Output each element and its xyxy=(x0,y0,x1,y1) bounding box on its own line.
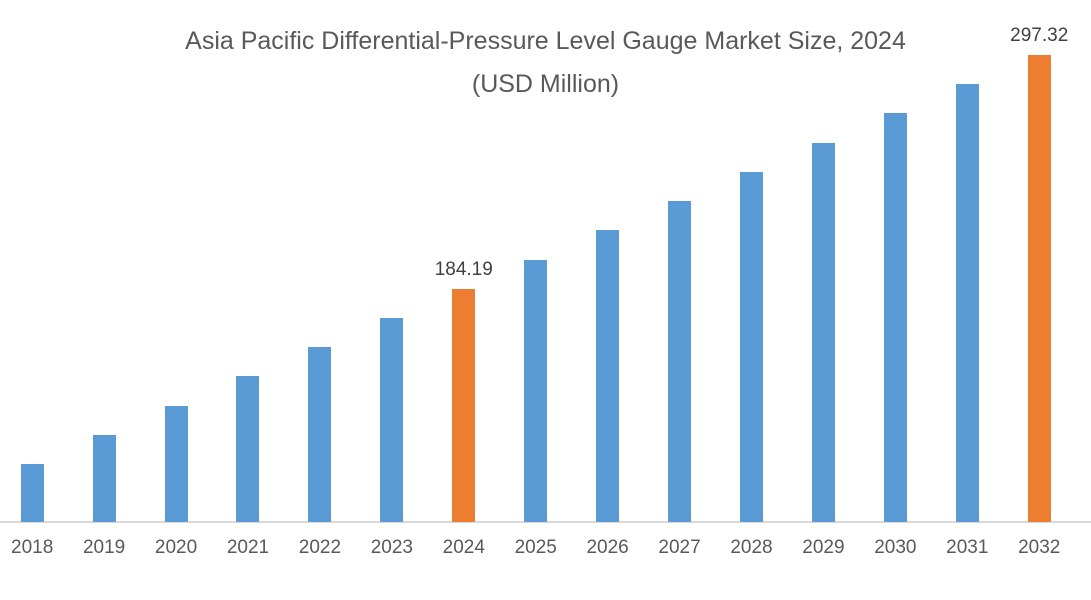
x-axis-label-2030: 2030 xyxy=(874,537,917,558)
bar-2028 xyxy=(740,171,763,522)
x-axis-label-2023: 2023 xyxy=(370,537,413,558)
data-label-2024: 184.19 xyxy=(434,258,493,280)
x-axis-label-2029: 2029 xyxy=(802,537,845,558)
x-axis-label-2031: 2031 xyxy=(946,537,989,558)
bar-2020 xyxy=(164,405,188,522)
data-label-2032: 297.32 xyxy=(1010,25,1069,46)
bar-2018 xyxy=(20,464,44,522)
bar-2021 xyxy=(236,376,260,522)
x-axis-label-2021: 2021 xyxy=(226,537,270,558)
bar-2026 xyxy=(596,230,620,522)
bar-2031 xyxy=(955,84,979,522)
x-axis-label-2028: 2028 xyxy=(730,537,773,558)
bar-2023 xyxy=(380,317,404,522)
x-axis-label-2022: 2022 xyxy=(298,537,342,558)
chart-title: Asia Pacific Differential-Pressure Level… xyxy=(185,27,906,98)
bar-2025 xyxy=(524,259,548,522)
bar-2030 xyxy=(883,113,907,522)
bar-2029 xyxy=(811,142,835,522)
x-axis-label-2024: 2024 xyxy=(442,537,485,558)
x-axis-label-2019: 2019 xyxy=(82,537,126,558)
bar-2024 xyxy=(452,288,476,522)
x-axis-label-2032: 2032 xyxy=(1018,537,1061,558)
bar-2019 xyxy=(92,434,116,522)
bar-2022 xyxy=(308,347,332,522)
x-axis-label-2027: 2027 xyxy=(658,537,701,558)
x-axis-label-2018: 2018 xyxy=(11,537,54,558)
x-axis-label-2026: 2026 xyxy=(586,537,629,558)
x-axis-label-2020: 2020 xyxy=(154,537,198,558)
x-axis-label-2025: 2025 xyxy=(514,537,557,558)
bar-2027 xyxy=(668,201,692,522)
bar-2032 xyxy=(1027,55,1051,522)
x-axis-line xyxy=(0,521,1091,523)
